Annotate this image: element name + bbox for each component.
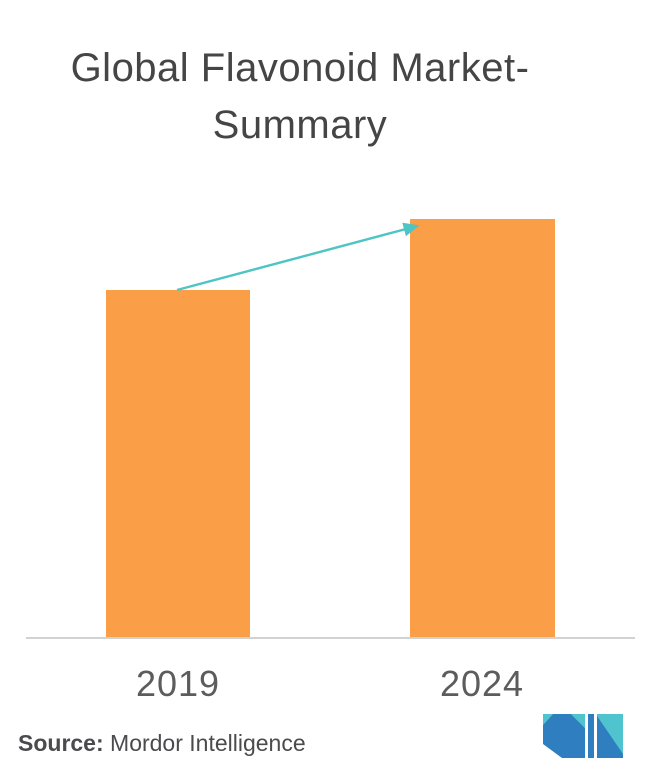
x-label-2019: 2019 xyxy=(135,663,221,704)
x-axis-line xyxy=(26,637,635,639)
mordor-intelligence-logo xyxy=(543,714,623,758)
bar-2024 xyxy=(410,219,555,637)
source-label: Source: xyxy=(18,730,104,756)
bar-2019 xyxy=(106,290,250,637)
source-note: Source: Mordor Intelligence xyxy=(18,730,306,757)
chart-title-line-2: Summary xyxy=(212,103,388,147)
chart-title-line-1: Global Flavonoid Market- xyxy=(70,46,530,90)
x-label-2024: 2024 xyxy=(439,663,525,704)
chart-title: Global Flavonoid Market- Summary xyxy=(0,40,600,154)
trend-arrow-line xyxy=(176,222,420,292)
source-value: Mordor Intelligence xyxy=(110,730,306,756)
